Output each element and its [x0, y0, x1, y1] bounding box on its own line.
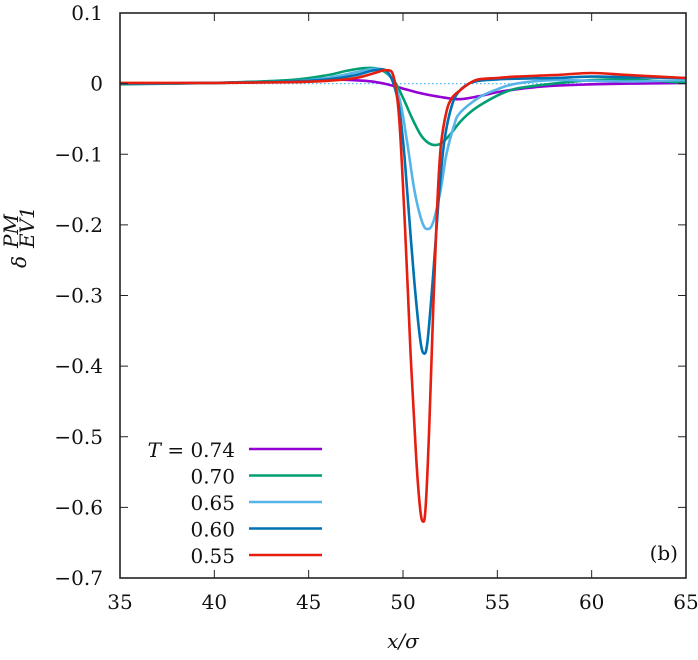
x-tick-label: 45 — [296, 590, 321, 614]
svg-text:δ: δ — [7, 256, 31, 268]
series-line-T0.65 — [119, 67, 687, 231]
legend-label: 0.70 — [190, 465, 235, 489]
y-tick-label: −0.4 — [54, 354, 103, 378]
x-axis-label: x/σ — [387, 629, 420, 653]
x-tick-label: 40 — [202, 590, 227, 614]
y-tick-label: −0.3 — [54, 284, 103, 308]
legend-label: 0.60 — [190, 518, 235, 542]
svg-text:PM: PM — [0, 214, 23, 249]
y-tick-label: −0.1 — [54, 142, 103, 166]
y-tick-label: −0.2 — [54, 213, 103, 237]
legend-label: T = 0.74 — [148, 438, 235, 462]
x-tick-label: 35 — [107, 590, 132, 614]
x-tick-label: 50 — [390, 590, 415, 614]
panel-label: (b) — [650, 541, 678, 565]
x-tick-label: 60 — [579, 590, 604, 614]
y-tick-label: −0.5 — [54, 425, 103, 449]
series-line-T0.60 — [119, 68, 687, 355]
y-tick-label: −0.7 — [54, 566, 103, 590]
x-axis-ticks: 35 40 45 50 55 60 65 — [107, 13, 698, 614]
series-line-T0.70 — [119, 66, 687, 147]
x-tick-label: 65 — [673, 590, 698, 614]
y-tick-label: 0 — [90, 72, 103, 96]
legend-label: 0.65 — [190, 491, 235, 515]
svg-text:EV1: EV1 — [15, 206, 39, 249]
y-tick-label: −0.6 — [54, 495, 103, 519]
y-axis-ticks: 0.1 0 −0.1 −0.2 −0.3 −0.4 −0.5 −0.6 −0.7 — [54, 1, 686, 590]
x-tick-label: 55 — [485, 590, 510, 614]
y-tick-label: 0.1 — [71, 1, 103, 25]
series-line-T0.55 — [119, 68, 687, 523]
legend: T = 0.74 0.700.65 0.600.55 — [148, 438, 322, 568]
legend-label: 0.55 — [190, 544, 235, 568]
series-layer — [119, 66, 687, 523]
y-axis-label: δ PM EV1 — [0, 206, 39, 268]
